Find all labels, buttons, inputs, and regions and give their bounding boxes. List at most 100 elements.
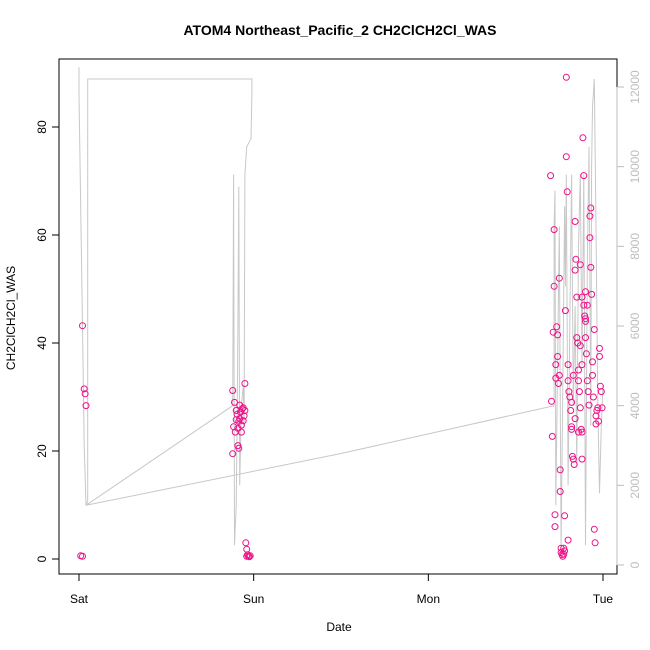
x-tick-label: Sun [243,592,264,606]
data-point [243,552,251,560]
data-point [551,523,559,531]
data-point [586,234,594,242]
data-point [554,331,562,339]
x-tick-label: Sat [70,592,89,606]
data-point [568,425,576,433]
data-point [229,387,237,394]
data-point [555,380,562,387]
data-point [589,371,596,379]
data-point [589,358,596,366]
data-point [240,412,248,420]
x-axis: Sat Sun Mon Tue [70,573,613,606]
data-point [552,361,560,369]
data-point [579,134,587,142]
data-point [582,288,589,296]
y-tick-label: 40 [35,336,49,350]
data-point [584,388,592,396]
data-point [239,417,247,425]
y-axis-label: CH2ClCH2Cl_WAS [4,266,18,370]
data-point [571,266,579,274]
data-point [598,404,606,412]
right-y-tick-label: 2000 [628,472,642,499]
data-point [568,423,576,431]
data-point [583,301,591,309]
data-point [555,274,563,282]
data-point [553,323,561,331]
right-y-tick-label: 4000 [628,392,642,419]
right-y-tick-label: 8000 [628,233,642,260]
data-point [564,377,572,385]
data-point [561,512,569,520]
data-point [595,417,603,425]
data-point [80,385,88,393]
data-point [578,361,586,369]
data-points [77,73,606,561]
data-point [590,326,598,333]
data-point [590,525,598,533]
x-axis-label: Date [326,620,352,634]
data-point [573,293,581,301]
data-point [586,212,594,220]
data-point [82,402,90,410]
data-point [582,317,589,325]
data-point [594,404,602,412]
data-point [561,307,569,315]
data-point [567,407,575,414]
data-point [548,397,555,405]
y-tick-label: 60 [35,228,49,242]
data-point [241,407,249,414]
data-point [587,263,595,271]
chart-title: ATOM4 Northeast_Pacific_2 CH2ClCH2Cl_WAS [183,22,496,38]
data-point [578,455,586,463]
y-axis: 0 20 40 60 80 [35,120,60,562]
data-point [237,428,245,436]
secondary-line-path [78,67,604,550]
data-point [596,344,603,352]
data-point [79,552,86,560]
data-point [591,539,599,547]
data-point [551,511,559,519]
data-point [229,450,237,458]
data-point [575,377,582,385]
data-point [554,353,562,360]
data-point [571,218,579,225]
y-tick-label: 0 [35,555,49,562]
data-point [79,322,86,330]
data-point [235,444,243,452]
data-point [575,366,582,374]
data-point [575,428,582,436]
right-y-tick-label: 0 [628,561,642,568]
data-point [562,73,570,81]
data-point [587,204,595,212]
data-point [572,255,580,263]
data-point [245,553,253,561]
data-point [81,390,89,398]
right-y-axis: 0 2000 4000 6000 8000 10000 12000 [616,70,642,568]
data-point [585,401,593,409]
data-point [556,488,564,495]
data-point [582,334,589,342]
data-point [582,350,590,358]
data-point [556,466,564,474]
y-tick-label: 20 [35,444,49,458]
data-point [570,461,578,468]
data-point [241,380,249,387]
right-y-tick-label: 10000 [628,150,642,184]
data-point [580,172,588,180]
data-point [575,388,583,396]
data-point [569,371,577,379]
data-point [560,544,568,552]
data-point [242,539,250,547]
data-point [582,315,589,323]
data-point [597,388,605,396]
data-point [576,404,584,412]
data-point [563,188,571,196]
data-point [576,261,584,269]
data-point [547,172,555,180]
data-point [548,432,556,440]
data-point [564,536,572,544]
data-point [568,398,576,406]
plot-frame [58,58,618,575]
data-point [550,226,558,234]
